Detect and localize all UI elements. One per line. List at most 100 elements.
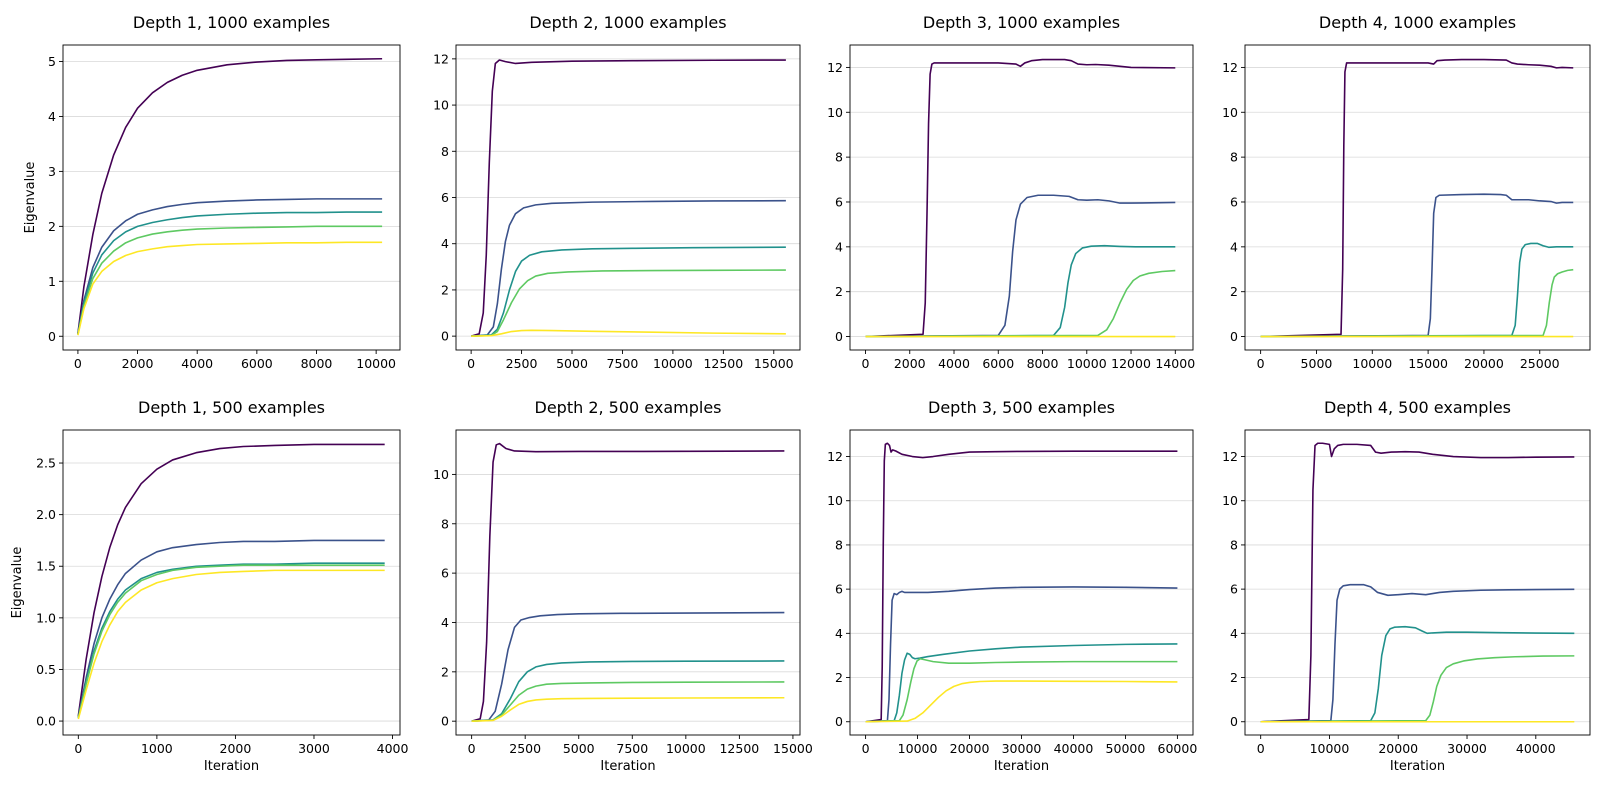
y-tick-label: 1.0 [36,610,56,625]
y-tick-label: 4 [441,615,449,630]
y-tick-label: 6 [441,566,449,581]
y-tick-label: 6 [441,190,449,205]
y-tick-label: 0.5 [36,662,56,677]
y-tick-label: 2.5 [36,456,56,471]
plot-frame [849,44,1194,351]
y-tick-label: 0 [835,714,843,729]
y-tick-label: 8 [441,144,449,159]
x-tick-label: 40000 [1054,741,1094,756]
x-tick-label: 10000 [653,356,693,371]
y-tick-label: 8 [1230,150,1238,165]
y-tick-label: 8 [835,150,843,165]
series-line-2 [1260,583,1575,723]
series-line-2 [865,586,1178,723]
x-tick-label: 6000 [241,356,273,371]
x-tick-label: 10000 [1352,356,1392,371]
y-tick-label: 2 [835,284,843,299]
y-tick-label: 4 [441,236,449,251]
series-line-3 [865,244,1176,338]
x-tick-label: 12500 [719,741,759,756]
series-line-4 [471,269,786,337]
y-tick-label: 0 [1230,329,1238,344]
y-tick-label: 4 [1230,626,1238,641]
x-axis-label: Iteration [1390,759,1445,774]
plot-frame [1244,429,1591,736]
y-tick-label: 6 [1230,194,1238,209]
panel-title: Depth 1, 500 examples [138,398,325,417]
panel-4: 0 5000 10000 15000 20000 25000 0 2 4 6 8 10 12 Depth … [1222,13,1591,371]
series-line-2 [471,199,786,337]
x-tick-label: 7500 [616,741,648,756]
plot-frame [849,429,1194,736]
x-tick-label: 60000 [1158,741,1198,756]
x-tick-label: 10000 [356,356,396,371]
x-tick-label: 15000 [773,741,813,756]
y-tick-label: 4 [1230,239,1238,254]
panel-7: 0 10000 20000 30000 40000 50000 60000 0 2 4 6 8 10 12… [827,398,1197,774]
x-tick-label: 2000 [220,741,252,756]
x-tick-label: 0 [862,741,870,756]
y-tick-label: 1.5 [36,559,56,574]
y-tick-label: 4 [835,626,843,641]
panel-2: 0 2500 5000 7500 10000 12500 15000 0 2 4 6 8 10 12 Dep… [433,13,801,371]
plot-frame [62,44,401,351]
series-line-3 [1260,242,1574,338]
x-tick-label: 10000 [1067,356,1107,371]
series-line-5 [471,696,785,722]
x-tick-label: 2000 [894,356,926,371]
series-line-3 [77,211,383,335]
x-tick-label: 30000 [1447,741,1487,756]
series-line-4 [77,564,385,719]
x-axis-label: Iteration [600,759,655,774]
panel-6: 0 2500 5000 7500 10000 12500 15000 0 2 4 6 8 10 Depth… [433,398,813,774]
y-tick-label: 2 [48,219,56,234]
series-line-1 [77,57,383,334]
y-tick-label: 6 [1230,582,1238,597]
series-line-3 [865,643,1178,723]
series-line-1 [470,59,786,337]
y-tick-label: 12 [827,449,843,464]
y-axis-label: Eigenvalue [23,162,38,234]
y-tick-label: 8 [1230,537,1238,552]
y-tick-label: 12 [1222,60,1238,75]
series-line-3 [1260,625,1575,723]
panel-3: 0 2000 4000 6000 8000 10000 12000 14000 0 2 4 6 8 10 1… [827,13,1195,371]
series-line-5 [77,569,385,720]
x-tick-label: 12500 [703,356,743,371]
y-tick-label: 0 [48,329,56,344]
plot-frame [455,429,801,736]
series-line-2 [1260,193,1574,338]
y-tick-label: 10 [1222,493,1238,508]
x-tick-label: 0 [862,356,870,371]
panel-title: Depth 3, 1000 examples [923,13,1120,32]
y-tick-label: 4 [48,109,56,124]
y-tick-label: 5 [48,54,56,69]
x-tick-label: 8000 [301,356,333,371]
y-tick-label: 0 [835,329,843,344]
x-tick-label: 2500 [509,741,541,756]
series-line-3 [471,660,785,722]
panel-8: 0 10000 20000 30000 40000 0 2 4 6 8 10 12 Depth 4, 5… [1222,398,1591,774]
y-tick-label: 4 [835,239,843,254]
series-line-1 [471,442,785,722]
y-tick-label: 2.0 [36,507,56,522]
y-tick-label: 0 [441,329,449,344]
plot-frame [1244,44,1591,351]
y-tick-label: 3 [48,164,56,179]
panel-title: Depth 2, 500 examples [535,398,722,417]
y-tick-label: 0 [441,714,449,729]
x-tick-label: 3000 [298,741,330,756]
x-tick-label: 10000 [898,741,938,756]
x-tick-label: 2500 [506,356,538,371]
x-tick-label: 14000 [1155,356,1195,371]
series-line-1 [1260,442,1575,723]
series-line-2 [471,611,785,722]
series-line-4 [471,681,785,722]
x-tick-label: 8000 [1027,356,1059,371]
y-tick-label: 1 [48,274,56,289]
x-tick-label: 1000 [141,741,173,756]
series-line-1 [865,442,1178,723]
x-tick-label: 0 [468,741,476,756]
x-tick-label: 5000 [563,741,595,756]
